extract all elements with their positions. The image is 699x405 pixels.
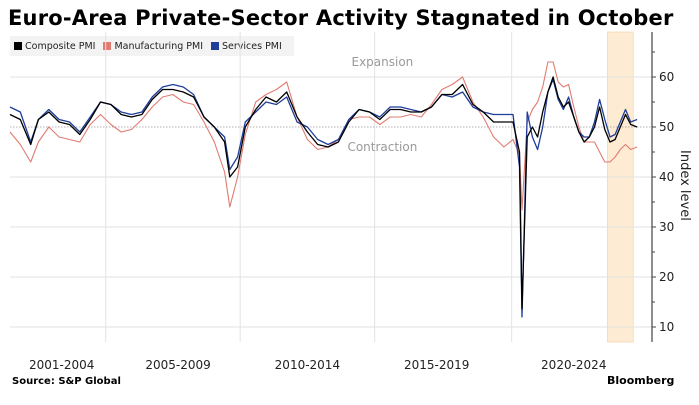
series-line-manufacturing-pmi (9, 61, 638, 211)
y-tick-label-20: 20 (659, 270, 674, 284)
legend-item-manufacturing: Manufacturing PMI (103, 41, 203, 52)
y-tick-label-10: 10 (659, 320, 674, 334)
x-tick-label-2: 2010-2014 (275, 358, 340, 372)
series-line-services-pmi (9, 78, 638, 318)
x-tick-label-1: 2005-2009 (145, 358, 210, 372)
legend-item-services: Services PMI (211, 41, 282, 52)
legend-swatch-services (211, 42, 219, 50)
grid (10, 32, 652, 342)
x-tick-label-3: 2015-2019 (404, 358, 469, 372)
legend-label-manufacturing: Manufacturing PMI (114, 40, 203, 52)
annotation-expansion: Expansion (351, 55, 413, 69)
legend-swatch-manufacturing (103, 42, 112, 50)
chart-title: Euro-Area Private-Sector Activity Stagna… (8, 6, 674, 30)
series-line-composite-pmi (9, 76, 638, 310)
y-tick-label-60: 60 (659, 70, 674, 84)
y-axis-title: Index level (677, 150, 692, 221)
legend-label-composite: Composite PMI (25, 40, 96, 52)
annotation-contraction: Contraction (347, 140, 417, 154)
series-lines (9, 61, 638, 318)
x-axis-labels: 2001-2004 2005-2009 2010-2014 2015-2019 2020… (29, 358, 606, 372)
legend-swatch-composite (14, 42, 22, 50)
bloomberg-logo: Bloomberg (607, 374, 675, 387)
legend-label-services: Services PMI (222, 40, 282, 52)
y-tick-label-40: 40 (659, 170, 674, 184)
highlight-region (607, 31, 634, 343)
x-tick-label-0: 2001-2004 (29, 358, 94, 372)
legend: Composite PMI Manufacturing PMI Services… (10, 36, 294, 56)
legend-item-composite: Composite PMI (14, 41, 95, 52)
highlight-rect (607, 31, 634, 343)
y-axis: 10 20 30 40 50 60 (651, 32, 674, 342)
source-note: Source: S&P Global (12, 376, 121, 387)
y-tick-label-30: 30 (659, 220, 674, 234)
x-tick-label-4: 2020-2024 (541, 358, 606, 372)
y-tick-label-50: 50 (659, 120, 674, 134)
